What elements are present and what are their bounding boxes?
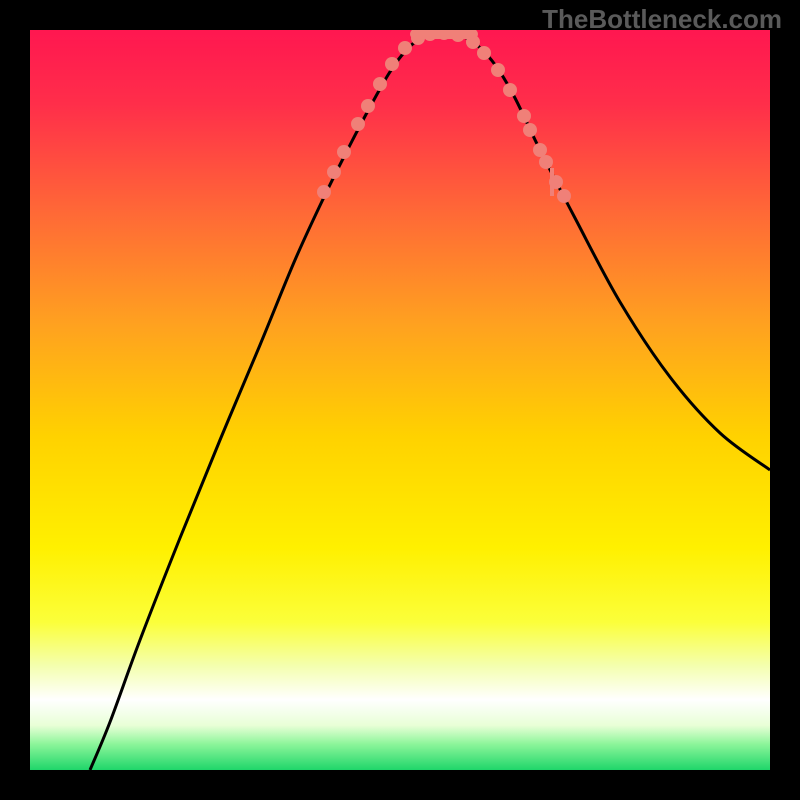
data-marker (351, 117, 365, 131)
data-marker (451, 28, 465, 42)
data-marker (557, 189, 571, 203)
data-marker (466, 35, 480, 49)
data-marker (317, 185, 331, 199)
data-marker (385, 57, 399, 71)
data-marker (373, 77, 387, 91)
data-marker (327, 165, 341, 179)
data-marker (549, 175, 563, 189)
data-marker (491, 63, 505, 77)
watermark-text: TheBottleneck.com (542, 4, 782, 35)
chart-frame: TheBottleneck.com (0, 0, 800, 800)
data-marker (337, 145, 351, 159)
bottleneck-chart (0, 0, 800, 800)
data-marker (523, 123, 537, 137)
data-marker (411, 31, 425, 45)
data-marker (477, 46, 491, 60)
chart-background (30, 30, 770, 770)
data-marker (503, 83, 517, 97)
data-marker (533, 143, 547, 157)
data-marker (361, 99, 375, 113)
data-marker (517, 109, 531, 123)
data-marker (398, 41, 412, 55)
data-marker (539, 155, 553, 169)
